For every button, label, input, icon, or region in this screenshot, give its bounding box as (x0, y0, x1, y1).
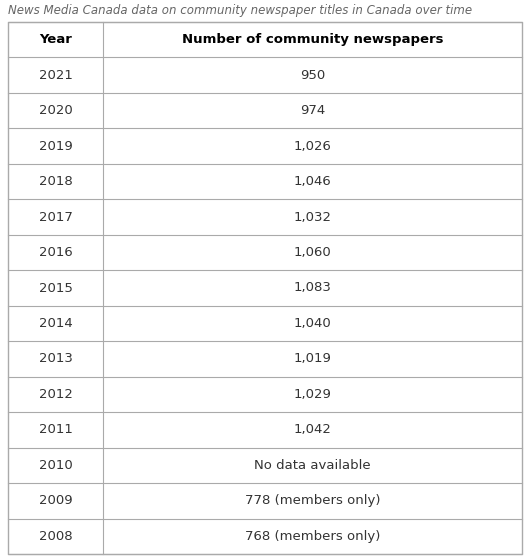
Text: 1,083: 1,083 (294, 281, 331, 295)
Text: 768 (members only): 768 (members only) (245, 530, 380, 543)
Text: 2012: 2012 (39, 388, 73, 401)
Text: 2015: 2015 (39, 281, 73, 295)
Text: 1,032: 1,032 (294, 210, 332, 224)
Text: 2014: 2014 (39, 317, 73, 330)
Text: 2020: 2020 (39, 104, 73, 117)
Text: News Media Canada data on community newspaper titles in Canada over time: News Media Canada data on community news… (8, 4, 472, 17)
Text: 2021: 2021 (39, 69, 73, 81)
Text: 1,060: 1,060 (294, 246, 331, 259)
Text: 2016: 2016 (39, 246, 73, 259)
Text: 1,042: 1,042 (294, 424, 331, 436)
Text: 1,026: 1,026 (294, 140, 331, 153)
Text: 2013: 2013 (39, 353, 73, 365)
Text: 950: 950 (300, 69, 325, 81)
Text: 2019: 2019 (39, 140, 73, 153)
Text: 974: 974 (300, 104, 325, 117)
Text: 2017: 2017 (39, 210, 73, 224)
Text: 2011: 2011 (39, 424, 73, 436)
Text: 1,019: 1,019 (294, 353, 331, 365)
Text: 2009: 2009 (39, 494, 73, 507)
Text: 1,040: 1,040 (294, 317, 331, 330)
Text: 2008: 2008 (39, 530, 73, 543)
Text: Number of community newspapers: Number of community newspapers (182, 33, 443, 46)
Text: 1,029: 1,029 (294, 388, 331, 401)
Text: Year: Year (39, 33, 72, 46)
Text: 778 (members only): 778 (members only) (245, 494, 381, 507)
Text: 2018: 2018 (39, 175, 73, 188)
Text: 2010: 2010 (39, 459, 73, 472)
Text: 1,046: 1,046 (294, 175, 331, 188)
Text: No data available: No data available (254, 459, 371, 472)
